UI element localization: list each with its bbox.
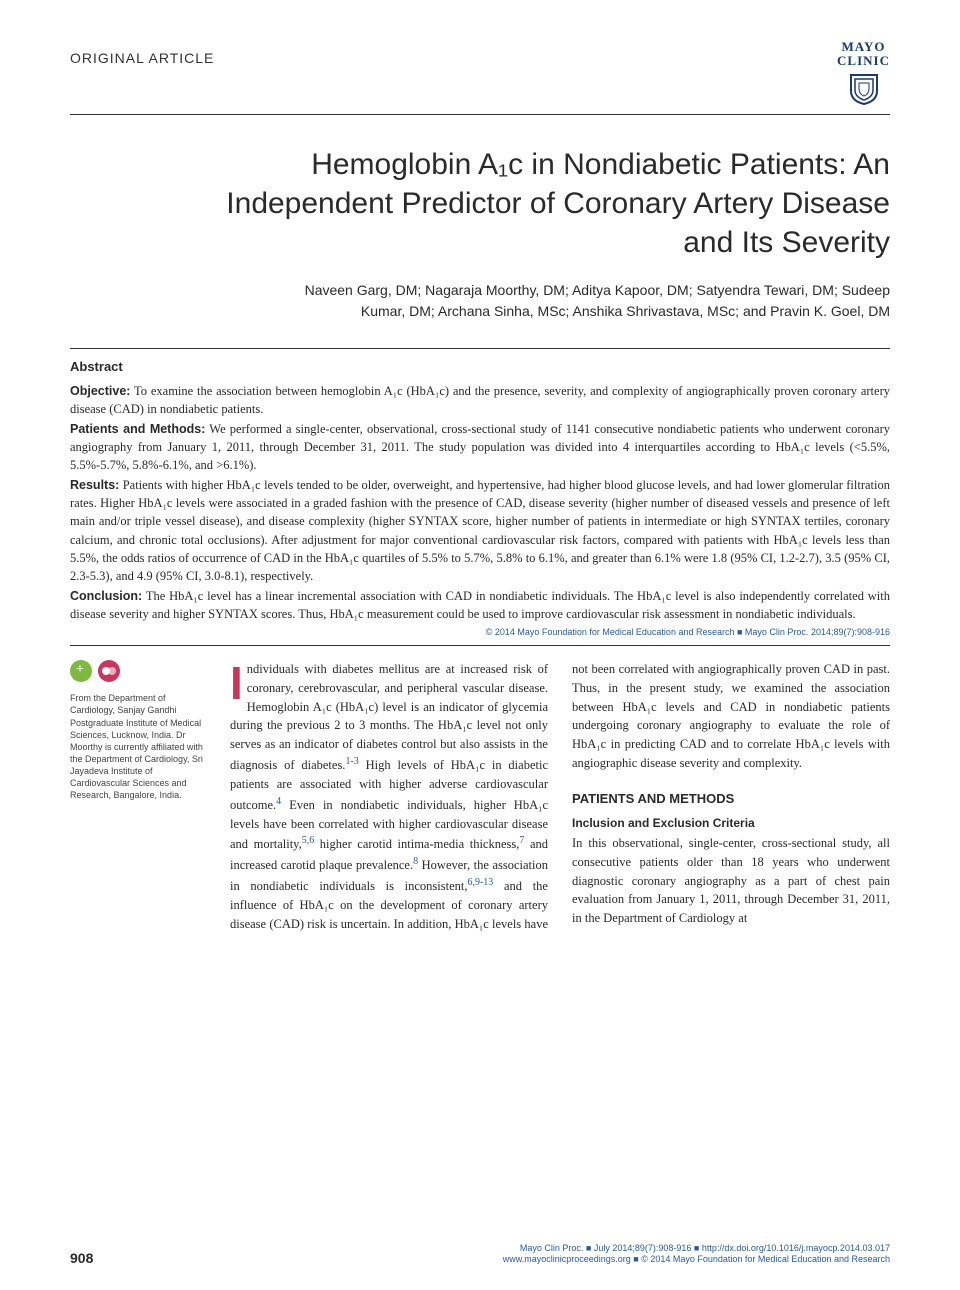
ref-6-9-13[interactable]: 6,9-13 [467, 877, 493, 888]
cme-icon [98, 660, 120, 682]
open-access-icon: + [70, 660, 92, 682]
article-type-label: ORIGINAL ARTICLE [70, 50, 214, 66]
methods-label: Patients and Methods: [70, 422, 205, 436]
objective-label: Objective: [70, 384, 130, 398]
footer-line2: www.mayoclinicproceedings.org ■ © 2014 M… [503, 1254, 890, 1266]
results-text: Patients with higher HbA₁c levels tended… [70, 478, 890, 583]
main-content: + From the Department of Cardiology, San… [70, 660, 890, 933]
methods-paragraph: In this observational, single-center, cr… [572, 834, 890, 928]
page-footer: 908 Mayo Clin Proc. ■ July 2014;89(7):90… [70, 1243, 890, 1266]
author-affiliation: From the Department of Cardiology, Sanja… [70, 692, 210, 801]
para1-a: ndividuals with diabetes mellitus are at… [230, 662, 548, 772]
logo-line1: MAYO [837, 40, 890, 54]
ref-1-3[interactable]: 1-3 [345, 756, 358, 767]
abstract-objective: Objective: To examine the association be… [70, 382, 890, 418]
abstract-methods: Patients and Methods: We performed a sin… [70, 420, 890, 474]
footer-line1: Mayo Clin Proc. ■ July 2014;89(7):908-91… [503, 1243, 890, 1255]
ref-5-6[interactable]: 5,6 [302, 835, 315, 846]
results-label: Results: [70, 478, 119, 492]
page-header: ORIGINAL ARTICLE MAYO CLINIC [70, 50, 890, 115]
abstract-block: Abstract Objective: To examine the assoc… [70, 348, 890, 647]
conclusion-label: Conclusion: [70, 589, 142, 603]
dropcap: I [230, 660, 247, 703]
logo-line2: CLINIC [837, 54, 890, 68]
mayo-clinic-logo: MAYO CLINIC [837, 40, 890, 110]
article-title-block: Hemoglobin A₁c in Nondiabetic Patients: … [70, 145, 890, 262]
section-patients-methods: PATIENTS AND METHODS [572, 789, 890, 809]
abstract-results: Results: Patients with higher HbA₁c leve… [70, 476, 890, 585]
sidebar: + From the Department of Cardiology, San… [70, 660, 210, 933]
body-text-columns: Individuals with diabetes mellitus are a… [230, 660, 890, 933]
article-title: Hemoglobin A₁c in Nondiabetic Patients: … [190, 145, 890, 262]
para1-d: higher carotid intima-media thickness, [314, 837, 519, 851]
shield-icon [849, 73, 879, 105]
abstract-conclusion: Conclusion: The HbA₁c level has a linear… [70, 587, 890, 623]
footer-citation: Mayo Clin Proc. ■ July 2014;89(7):908-91… [503, 1243, 890, 1266]
page-number: 908 [70, 1250, 93, 1266]
abstract-heading: Abstract [70, 359, 890, 374]
conclusion-text: The HbA₁c level has a linear incremental… [70, 589, 890, 621]
subsection-inclusion: Inclusion and Exclusion Criteria [572, 814, 890, 832]
author-list: Naveen Garg, DM; Nagaraja Moorthy, DM; A… [70, 280, 890, 322]
abstract-copyright: © 2014 Mayo Foundation for Medical Educa… [70, 627, 890, 637]
sidebar-icons: + [70, 660, 210, 682]
objective-text: To examine the association between hemog… [70, 384, 890, 416]
